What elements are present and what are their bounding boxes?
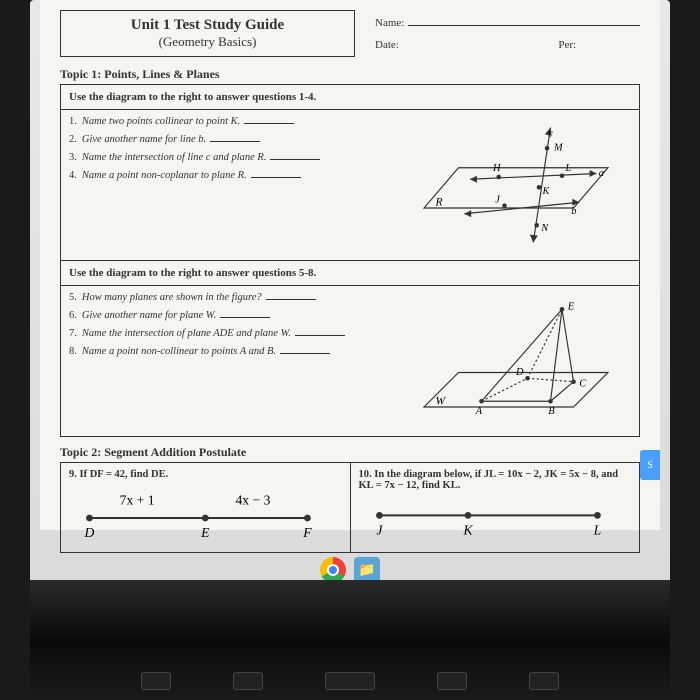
laptop-base — [30, 580, 670, 700]
topic1-header: Topic 1: Points, Lines & Planes — [60, 67, 640, 82]
q9-cell: 9. If DF = 42, find DE. 7x + 1 4x − 3 D … — [61, 463, 351, 552]
key — [437, 672, 467, 690]
side-tab[interactable]: S — [640, 450, 660, 480]
svg-text:a: a — [599, 168, 604, 179]
worksheet-title: Unit 1 Test Study Guide — [75, 17, 340, 34]
name-date-block: Name: Date: Per: — [375, 10, 640, 51]
keyboard — [30, 672, 670, 690]
svg-text:L: L — [564, 163, 571, 174]
box2-header: Use the diagram to the right to answer q… — [61, 261, 639, 286]
q6-text: Give another name for plane W. — [82, 310, 216, 321]
svg-text:c: c — [548, 129, 553, 140]
title-box: Unit 1 Test Study Guide (Geometry Basics… — [60, 10, 355, 57]
topic2-box: 9. If DF = 42, find DE. 7x + 1 4x − 3 D … — [60, 462, 640, 553]
svg-text:D: D — [515, 367, 524, 378]
svg-text:b: b — [571, 206, 576, 217]
per-label: Per: — [558, 39, 576, 51]
svg-text:D: D — [84, 525, 95, 540]
svg-text:E: E — [200, 525, 210, 540]
q10-label: 10. In the diagram below, if JL = 10x − … — [359, 469, 632, 491]
header-row: Unit 1 Test Study Guide (Geometry Basics… — [60, 10, 640, 57]
key — [141, 672, 171, 690]
q8-text: Name a point non-collinear to points A a… — [82, 346, 276, 357]
key — [529, 672, 559, 690]
worksheet-page: Unit 1 Test Study Guide (Geometry Basics… — [40, 0, 660, 530]
q1-text: Name two points collinear to point K. — [82, 116, 240, 127]
name-label: Name: — [375, 17, 404, 29]
diagram-2: W A B C D E — [401, 292, 631, 430]
name-blank — [408, 14, 640, 26]
q3-text: Name the intersection of line c and plan… — [82, 152, 267, 163]
screen-frame: Unit 1 Test Study Guide (Geometry Basics… — [30, 0, 670, 700]
svg-text:L: L — [592, 522, 601, 537]
svg-text:R: R — [435, 197, 443, 209]
q7-text: Name the intersection of plane ADE and p… — [82, 328, 291, 339]
svg-text:7x + 1: 7x + 1 — [120, 492, 155, 507]
box1-header: Use the diagram to the right to answer q… — [61, 85, 639, 110]
box-q1-4: Use the diagram to the right to answer q… — [60, 84, 640, 261]
svg-text:C: C — [579, 378, 586, 389]
svg-text:W: W — [436, 396, 447, 408]
q4-text: Name a point non-coplanar to plane R. — [82, 170, 247, 181]
svg-text:K: K — [462, 522, 473, 537]
svg-text:4x − 3: 4x − 3 — [235, 492, 270, 507]
q2-text: Give another name for line b. — [82, 134, 206, 145]
svg-text:A: A — [475, 406, 483, 417]
svg-text:H: H — [492, 163, 501, 174]
q9-label: 9. If DF = 42, find DE. — [69, 469, 342, 480]
q5-text: How many planes are shown in the figure? — [82, 292, 262, 303]
svg-text:F: F — [302, 525, 312, 540]
key — [325, 672, 375, 690]
date-label: Date: — [375, 39, 399, 51]
worksheet-subtitle: (Geometry Basics) — [75, 34, 340, 50]
q10-cell: 10. In the diagram below, if JL = 10x − … — [351, 463, 640, 552]
svg-text:B: B — [548, 406, 555, 417]
key — [233, 672, 263, 690]
topic2-header: Topic 2: Segment Addition Postulate — [60, 445, 640, 460]
questions-5-8: 5.How many planes are shown in the figur… — [69, 292, 391, 430]
diagram-1: R H K J L M N a b c — [401, 116, 631, 254]
svg-text:N: N — [540, 223, 549, 234]
svg-text:J: J — [376, 522, 383, 537]
box-q5-8: Use the diagram to the right to answer q… — [60, 261, 640, 437]
svg-text:K: K — [541, 186, 550, 197]
svg-text:J: J — [495, 194, 500, 205]
svg-text:M: M — [553, 143, 564, 154]
svg-text:E: E — [567, 301, 575, 312]
questions-1-4: 1.Name two points collinear to point K. … — [69, 116, 391, 254]
